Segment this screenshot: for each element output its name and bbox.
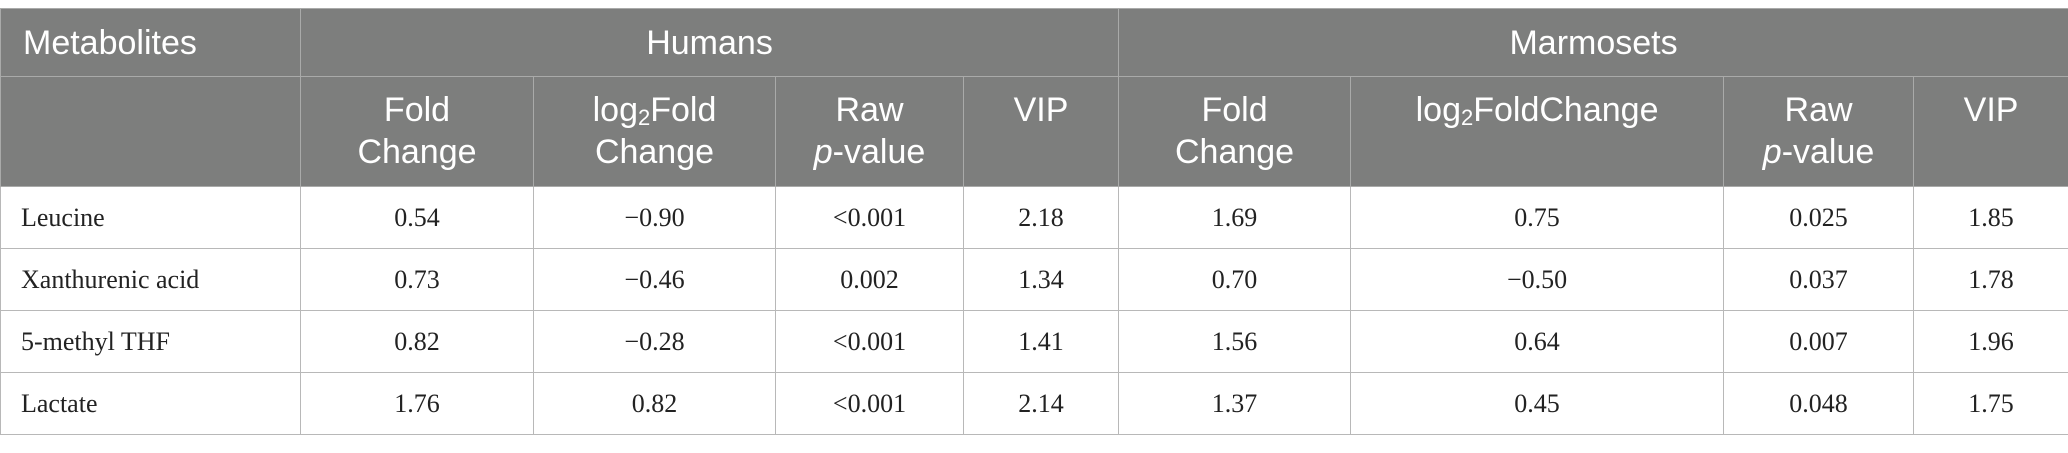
cell-humans-fold-change: 0.73	[300, 248, 534, 311]
cell-marmosets-raw-p-value: 0.007	[1723, 310, 1915, 373]
log-label: log	[592, 91, 638, 129]
cell-marmosets-raw-p-value: 0.037	[1723, 248, 1915, 311]
cell-marmosets-raw-p-value: 0.048	[1723, 372, 1915, 435]
cell-humans-fold-change: 0.82	[300, 310, 534, 373]
cell-marmosets-fold-change: 0.70	[1118, 248, 1352, 311]
header-marmosets: Marmosets	[1118, 8, 2068, 77]
cell-marmosets-log2-fold-change: 0.75	[1350, 186, 1725, 249]
cell-marmosets-fold-change: 1.56	[1118, 310, 1352, 373]
cell-marmosets-log2-fold-change: −0.50	[1350, 248, 1725, 311]
header-blank	[0, 76, 301, 187]
cell-marmosets-log2-fold-change: 0.64	[1350, 310, 1725, 373]
cell-marmosets-fold-change: 1.69	[1118, 186, 1352, 249]
header-humans-fold-change: Fold Change	[300, 76, 534, 187]
change-label: Change	[357, 133, 477, 171]
cell-metabolite: Xanthurenic acid	[0, 248, 301, 311]
raw-label: Raw	[835, 91, 904, 129]
header-humans-raw-p-value: Raw p-value	[775, 76, 964, 187]
change-label: Change	[594, 133, 715, 171]
cell-humans-vip: 1.41	[962, 310, 1120, 373]
cell-humans-log2-fold-change: −0.28	[533, 310, 776, 373]
header-marmosets-fold-change: Fold Change	[1118, 76, 1352, 187]
cell-humans-log2-fold-change: 0.82	[533, 372, 776, 435]
cell-humans-raw-p-value: <0.001	[775, 372, 964, 435]
header-row-columns: Fold Change log2Fold Change Raw p-value …	[0, 76, 2068, 187]
cell-humans-log2-fold-change: −0.90	[533, 186, 776, 249]
fold-label: Fold	[650, 91, 717, 129]
header-row-groups: Metabolites Humans Marmosets	[0, 8, 2068, 77]
header-humans: Humans	[299, 8, 1120, 77]
cell-humans-raw-p-value: 0.002	[775, 248, 964, 311]
cell-marmosets-vip: 1.85	[1913, 186, 2068, 249]
cell-humans-raw-p-value: <0.001	[775, 310, 964, 373]
table-header: Metabolites Humans Marmosets Fold Change…	[0, 8, 2068, 187]
cell-metabolite: Leucine	[0, 186, 301, 249]
p-label: p	[813, 133, 833, 171]
header-metabolites: Metabolites	[0, 8, 301, 77]
cell-humans-log2-fold-change: −0.46	[533, 248, 776, 311]
cell-humans-raw-p-value: <0.001	[775, 186, 964, 249]
header-humans-log2-fold-change: log2Fold Change	[533, 76, 776, 187]
raw-label: Raw	[1784, 91, 1853, 129]
log-base: 2	[1460, 105, 1474, 130]
table-row: Xanthurenic acid 0.73 −0.46 0.002 1.34 0…	[0, 248, 2068, 311]
table-row: Lactate 1.76 0.82 <0.001 2.14 1.37 0.45 …	[0, 372, 2068, 435]
log-base: 2	[637, 105, 651, 130]
value-label: -value	[1781, 133, 1875, 171]
log-label: log	[1415, 91, 1461, 129]
cell-humans-fold-change: 1.76	[300, 372, 534, 435]
fold-label: Fold	[383, 91, 451, 129]
change-label: Change	[1174, 133, 1295, 171]
header-marmosets-vip: VIP	[1913, 76, 2068, 187]
table-body: Leucine 0.54 −0.90 <0.001 2.18 1.69 0.75…	[0, 186, 2068, 435]
cell-humans-vip: 2.14	[962, 372, 1120, 435]
cell-marmosets-vip: 1.96	[1913, 310, 2068, 373]
p-label: p	[1762, 133, 1782, 171]
cell-metabolite: Lactate	[0, 372, 301, 435]
cell-marmosets-fold-change: 1.37	[1118, 372, 1352, 435]
cell-humans-vip: 2.18	[962, 186, 1120, 249]
table-row: Leucine 0.54 −0.90 <0.001 2.18 1.69 0.75…	[0, 186, 2068, 249]
cell-marmosets-raw-p-value: 0.025	[1723, 186, 1915, 249]
value-label: -value	[832, 133, 926, 171]
header-humans-vip: VIP	[962, 76, 1120, 187]
table-row: 5-methyl THF 0.82 −0.28 <0.001 1.41 1.56…	[0, 310, 2068, 373]
cell-marmosets-vip: 1.75	[1913, 372, 2068, 435]
header-marmosets-log2-fold-change: log2FoldChange	[1350, 76, 1725, 187]
cell-marmosets-vip: 1.78	[1913, 248, 2068, 311]
header-marmosets-raw-p-value: Raw p-value	[1723, 76, 1915, 187]
metabolites-table: Metabolites Humans Marmosets Fold Change…	[0, 8, 2068, 435]
cell-humans-vip: 1.34	[962, 248, 1120, 311]
cell-marmosets-log2-fold-change: 0.45	[1350, 372, 1725, 435]
fold-label: Fold	[1201, 91, 1268, 129]
cell-humans-fold-change: 0.54	[300, 186, 534, 249]
foldchange-label: FoldChange	[1473, 91, 1659, 129]
cell-metabolite: 5-methyl THF	[0, 310, 301, 373]
